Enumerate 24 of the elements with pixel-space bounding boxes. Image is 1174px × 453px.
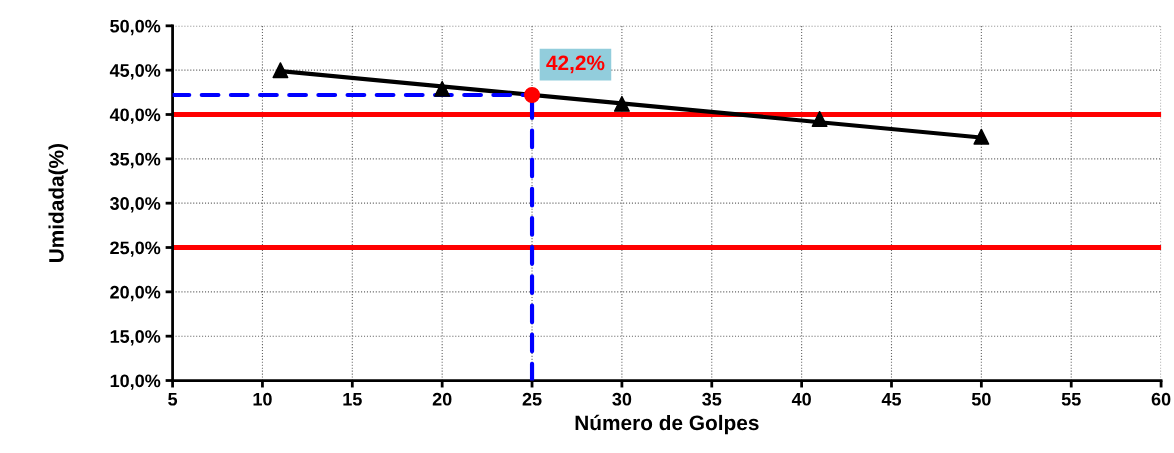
y-tick-label: 40,0% — [109, 108, 161, 124]
y-tick-label: 30,0% — [109, 197, 161, 213]
x-tick-label: 55 — [1061, 392, 1081, 406]
x-tick-label: 60 — [1151, 392, 1171, 406]
x-tick-label: 5 — [168, 392, 178, 406]
y-tick-label: 25,0% — [110, 241, 161, 257]
y-tick-label: 45,0% — [109, 64, 161, 80]
x-tick-label: 25 — [522, 392, 542, 406]
y-tick-label: 50,0% — [110, 19, 161, 36]
x-tick-label: 15 — [343, 392, 362, 406]
x-tick-label: 40 — [791, 392, 811, 406]
y-tick-label: 15,0% — [110, 330, 161, 346]
x-tick-label: 50 — [971, 392, 991, 406]
x-tick-label: 45 — [881, 392, 902, 406]
y-tick-label: 35,0% — [109, 152, 161, 169]
x-tick-label: 10 — [253, 392, 272, 406]
x-axis-title: Número de Golpes — [575, 414, 759, 435]
annotation: 42,2% — [546, 55, 605, 74]
x-tick-label: 20 — [432, 392, 452, 406]
y-tick-label: 20,0% — [110, 285, 161, 302]
x-tick-label: 35 — [702, 392, 722, 406]
y-axis-title: Umidada(%) — [48, 144, 68, 263]
x-tick-label: 30 — [612, 392, 632, 406]
y-tick-label: 10,0% — [110, 374, 161, 390]
